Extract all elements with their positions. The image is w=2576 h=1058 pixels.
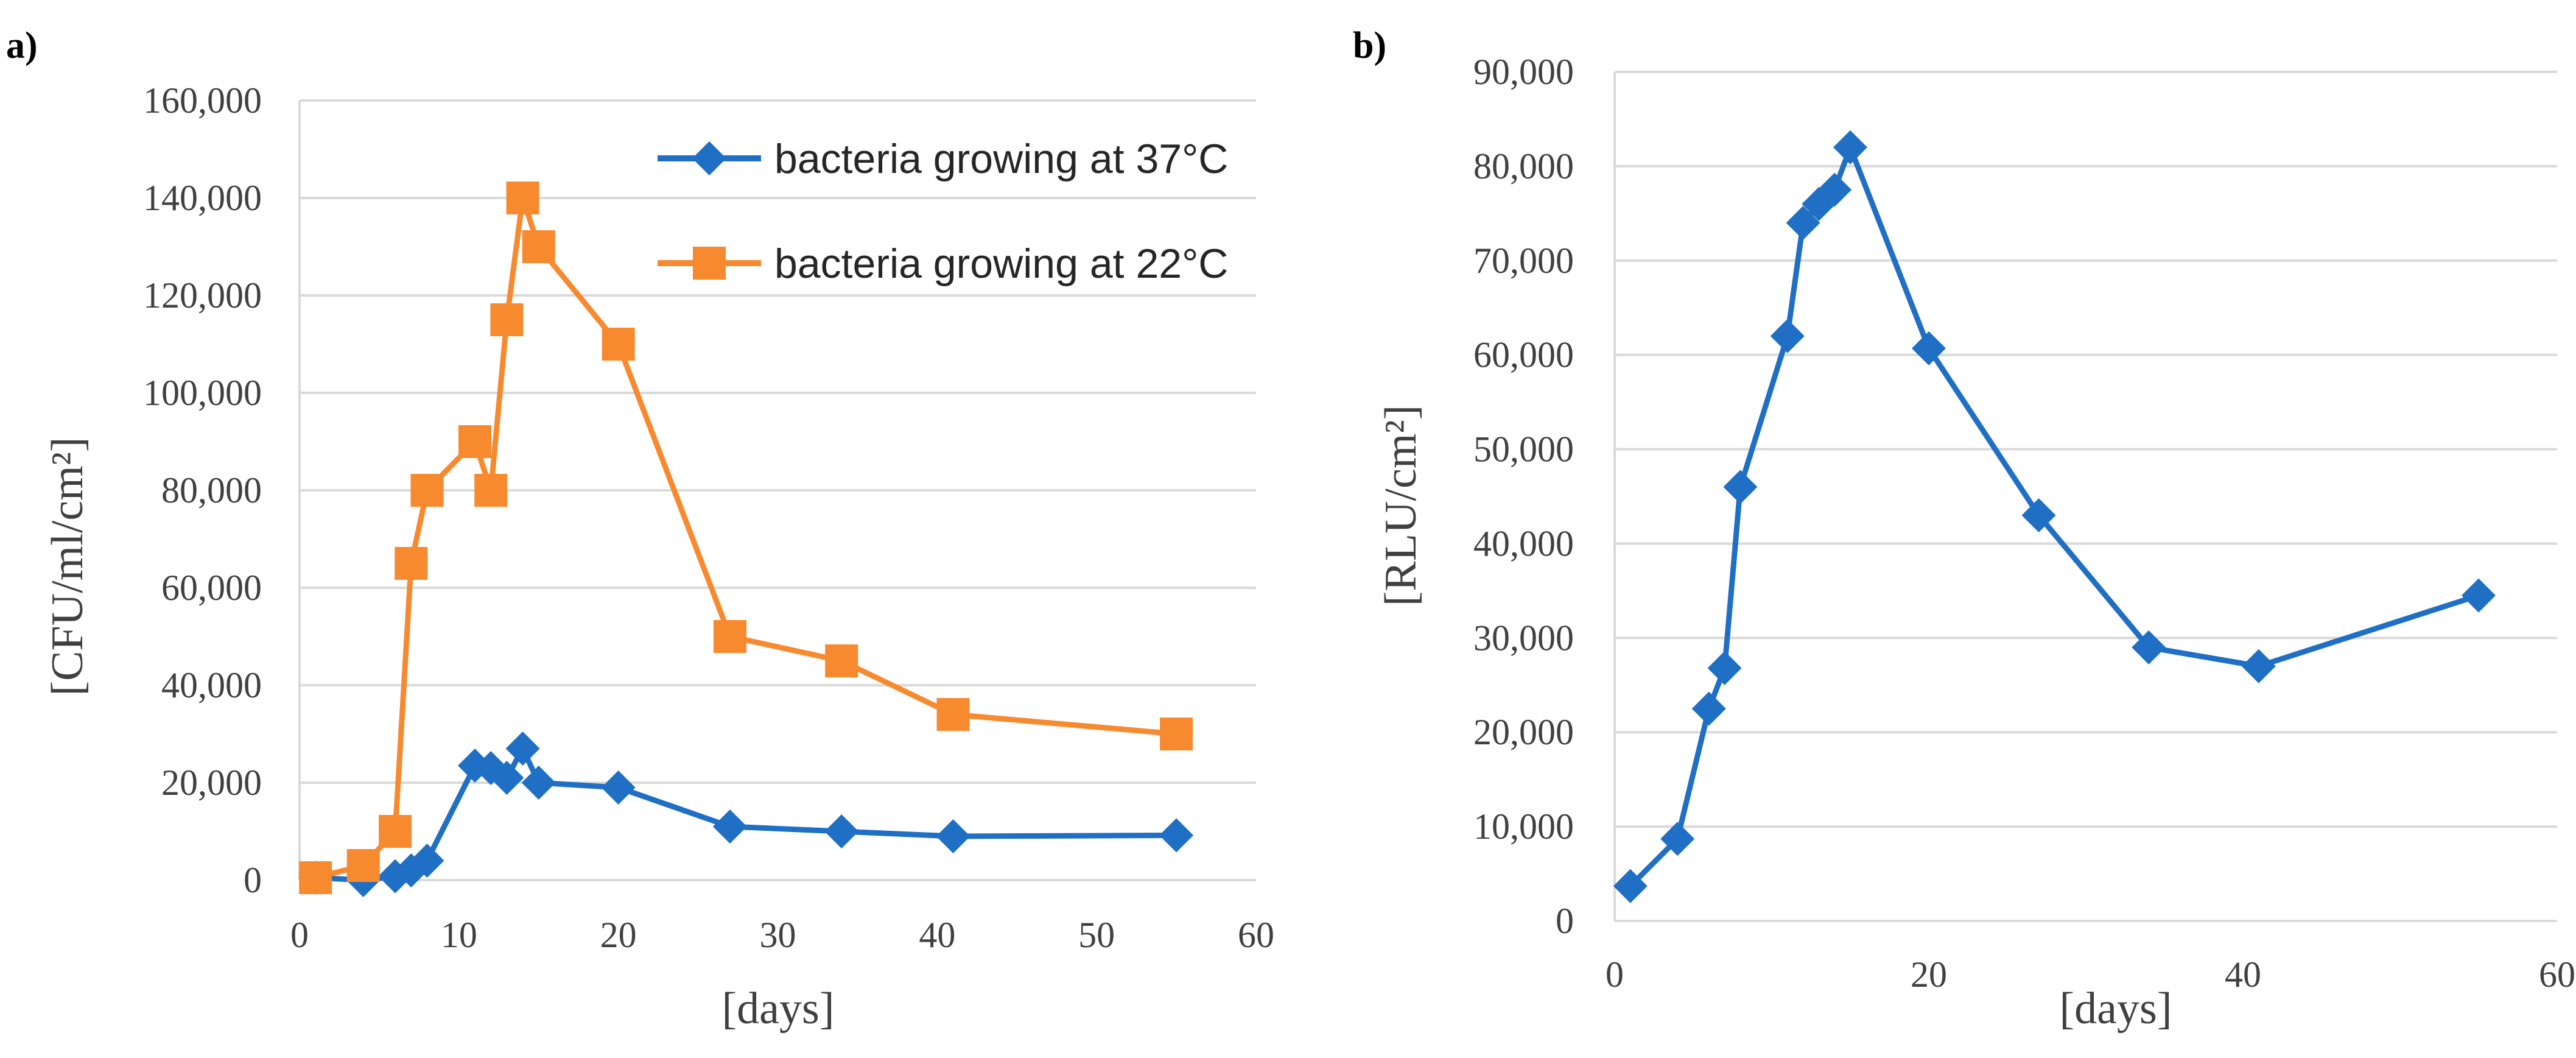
a-point-0: [505, 732, 540, 766]
b-point-0: [2021, 498, 2056, 532]
b-y-tick-label: 10,000: [1473, 806, 1574, 847]
b-point-0: [1770, 319, 1805, 353]
b-x-tick-label: 40: [2225, 954, 2261, 995]
b-point-0: [1613, 869, 1648, 903]
a-x-tick-label: 60: [1238, 915, 1274, 955]
b-series-line-0: [1628, 144, 2480, 888]
b-point-0: [1833, 130, 1867, 164]
a-point-1: [1160, 718, 1193, 750]
b-series: [1613, 130, 2496, 903]
b-x-tick-label: 60: [2539, 954, 2575, 995]
b-point-0: [2241, 649, 2276, 683]
panel-label-b: b): [1353, 25, 1386, 66]
a-point-0: [490, 761, 524, 795]
b-y-tick-label: 0: [1556, 901, 1574, 941]
b-gridlines: [1613, 71, 2557, 922]
a-point-1: [379, 815, 412, 848]
a-y-tick-label: 80,000: [161, 470, 262, 510]
b-point-0: [1660, 822, 1695, 856]
a-series: [298, 182, 1194, 897]
a-point-1: [825, 644, 858, 677]
a-point-1: [713, 620, 746, 653]
b-y-tick-label: 90,000: [1473, 52, 1574, 92]
a-point-0: [712, 809, 747, 844]
b-point-0: [1912, 331, 1946, 365]
b-y-tick-label: 50,000: [1473, 429, 1574, 470]
a-point-1: [522, 230, 555, 263]
b-y-axis-title: [RLU/cm²]: [1376, 405, 1426, 606]
b-x-tick-label: 20: [1911, 954, 1947, 995]
panel-label-a: a): [6, 25, 38, 66]
a-gridlines: [298, 99, 1256, 881]
a-y-tick-label: 20,000: [161, 763, 262, 803]
b-x-axis-title: [days]: [2060, 984, 2172, 1034]
legend-marker-37c: [692, 141, 726, 175]
a-x-tick-label: 50: [1078, 915, 1115, 955]
b-point-0: [2462, 578, 2496, 613]
a-series-line-0: [315, 746, 1177, 883]
a-point-1: [346, 849, 380, 882]
a-y-axis-title: [CFU/ml/cm²]: [43, 437, 93, 696]
b-point-0: [1707, 651, 1742, 685]
a-y-tick-label: 140,000: [143, 178, 262, 218]
a-point-1: [506, 182, 539, 214]
a-point-0: [936, 819, 970, 853]
b-y-tick-label: 60,000: [1473, 335, 1574, 375]
b-point-0: [1691, 691, 1726, 726]
b-y-tick-label: 70,000: [1473, 241, 1574, 281]
a-point-1: [602, 328, 635, 361]
b-x-tick-label: 0: [1606, 954, 1624, 995]
a-x-tick-label: 20: [600, 915, 637, 955]
a-point-1: [395, 547, 428, 580]
a-x-tick-label: 0: [290, 915, 309, 955]
b-y-tick-label: 40,000: [1473, 523, 1574, 563]
a-y-tick-label: 120,000: [143, 275, 262, 316]
a-y-tick-label: 0: [244, 860, 262, 900]
a-x-tick-labels: 0 10 20 30 40 50 60: [290, 915, 1274, 955]
a-point-0: [1159, 818, 1194, 853]
a-point-1: [299, 861, 332, 894]
b-point-0: [1817, 172, 1852, 207]
chart-b: b) 0 10,000 20,000 30,000 40,000 50,000 60,000…: [1353, 25, 2575, 1034]
b-y-tick-label: 30,000: [1473, 618, 1574, 658]
a-series-line-1: [315, 195, 1177, 881]
a-point-1: [936, 698, 970, 731]
b-x-tick-labels: 0 20 40 60: [1606, 954, 2575, 995]
a-legend: bacteria growing at 37°C bacteria growin…: [658, 136, 1228, 287]
b-y-tick-label: 80,000: [1473, 146, 1574, 186]
a-y-tick-label: 160,000: [143, 80, 262, 121]
b-y-tick-labels: 0 10,000 20,000 30,000 40,000 50,000 60,000 70,…: [1473, 52, 1574, 941]
a-point-1: [490, 303, 524, 336]
a-point-0: [410, 844, 444, 878]
a-point-1: [458, 425, 492, 458]
a-point-0: [521, 766, 556, 800]
a-point-1: [474, 474, 508, 507]
b-point-0: [2132, 630, 2166, 665]
legend-label-37c: bacteria growing at 37°C: [774, 136, 1228, 182]
a-x-tick-label: 10: [441, 915, 477, 955]
a-y-tick-labels: 0 20,000 40,000 60,000 80,000 100,000 120,000 1…: [143, 80, 262, 900]
a-y-tick-label: 100,000: [143, 373, 262, 413]
chart-a: a) 0 20,000 40,000 60,000 80,000 100,000 120,0…: [6, 25, 1274, 1034]
a-point-0: [824, 814, 859, 848]
a-y-tick-label: 60,000: [161, 568, 262, 608]
a-x-tick-label: 30: [760, 915, 796, 955]
b-y-tick-label: 20,000: [1473, 712, 1574, 752]
a-x-tick-label: 40: [919, 915, 955, 955]
legend-marker-22c: [693, 247, 726, 280]
b-point-0: [1786, 205, 1820, 240]
a-x-axis-title: [days]: [722, 984, 835, 1034]
legend-label-22c: bacteria growing at 22°C: [774, 241, 1228, 287]
a-point-1: [410, 474, 444, 507]
b-point-0: [1723, 470, 1758, 504]
a-point-0: [601, 771, 636, 805]
a-y-tick-label: 40,000: [161, 665, 262, 705]
